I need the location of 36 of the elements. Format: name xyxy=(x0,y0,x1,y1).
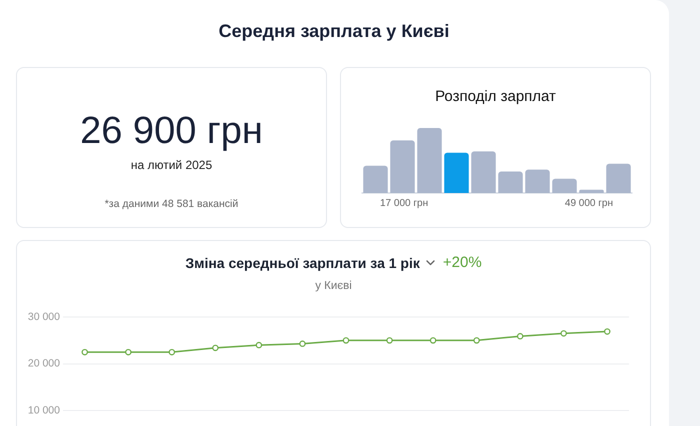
bar xyxy=(417,128,442,193)
point xyxy=(473,337,480,344)
point xyxy=(256,342,262,348)
point xyxy=(125,348,132,356)
text: 49 000 грн xyxy=(564,198,613,209)
point xyxy=(604,328,610,335)
chart-title: Зміна середньої зарплати за 1 рік xyxy=(185,254,420,270)
text: *за даними 48 581 вакансій xyxy=(104,197,240,211)
chart-subtitle: у Києві xyxy=(314,280,353,292)
bar xyxy=(444,152,469,193)
text: 17 000 грн xyxy=(380,198,428,209)
point xyxy=(516,333,524,340)
point xyxy=(430,337,436,344)
text: +20% xyxy=(442,254,482,271)
point xyxy=(82,348,88,356)
point xyxy=(299,340,306,347)
bar xyxy=(525,170,550,193)
bar xyxy=(579,190,604,193)
bar xyxy=(552,178,577,193)
bar xyxy=(363,166,388,193)
bar xyxy=(471,151,496,193)
point xyxy=(386,337,393,344)
chart-title: Розподіл зарплат xyxy=(434,88,557,105)
point xyxy=(342,337,350,344)
point xyxy=(212,344,219,352)
bar xyxy=(498,172,523,193)
text: Середня зарплата у Києві xyxy=(218,21,450,42)
text: на лютий 2025 xyxy=(130,157,214,173)
bar xyxy=(606,164,631,193)
text: 26 900 грн xyxy=(79,109,264,154)
point xyxy=(168,348,176,356)
y-tick-label: 20 000 xyxy=(28,358,60,370)
y-tick-label: 30 000 xyxy=(28,310,60,323)
bar xyxy=(390,140,415,193)
y-tick-label: 10 000 xyxy=(28,404,60,417)
point xyxy=(560,330,567,337)
